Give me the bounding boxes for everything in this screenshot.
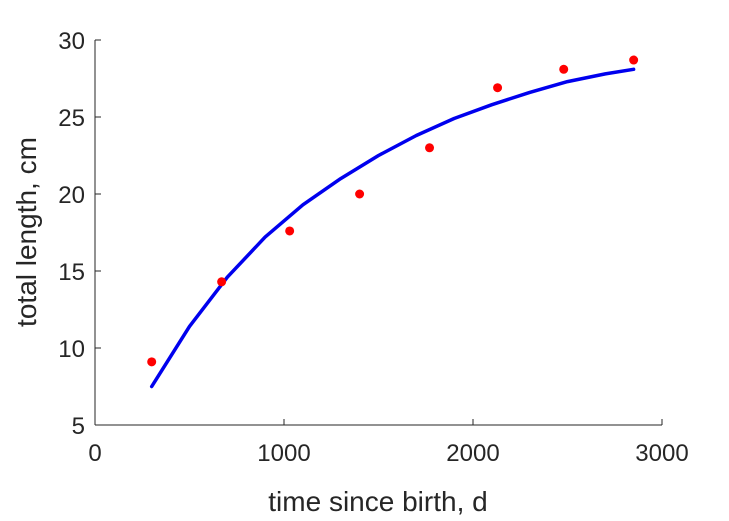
- y-tick-label: 20: [58, 182, 85, 209]
- data-point: [559, 64, 569, 74]
- y-ticks: 5 10 15 20 25 30: [58, 28, 101, 440]
- data-point: [629, 55, 639, 65]
- data-point: [217, 277, 227, 287]
- data-point: [285, 226, 295, 236]
- data-point: [425, 143, 435, 153]
- plot-area: [147, 55, 639, 389]
- y-tick-label: 5: [72, 413, 85, 440]
- x-axis-label: time since birth, d: [268, 486, 487, 517]
- fit-curve: [149, 67, 636, 389]
- data-point: [493, 83, 503, 93]
- x-ticks: 0 1000 2000 3000: [88, 419, 689, 467]
- data-point: [147, 357, 157, 367]
- axes: [94, 40, 662, 426]
- x-tick-label: 1000: [257, 440, 310, 467]
- y-tick-label: 25: [58, 105, 85, 132]
- y-tick-label: 15: [58, 259, 85, 286]
- data-point: [355, 189, 365, 199]
- y-tick-label: 30: [58, 28, 85, 55]
- x-tick-label: 3000: [635, 440, 688, 467]
- y-axis-label: total length, cm: [11, 137, 42, 327]
- y-tick-label: 10: [58, 336, 85, 363]
- x-tick-label: 0: [88, 440, 101, 467]
- x-tick-label: 2000: [446, 440, 499, 467]
